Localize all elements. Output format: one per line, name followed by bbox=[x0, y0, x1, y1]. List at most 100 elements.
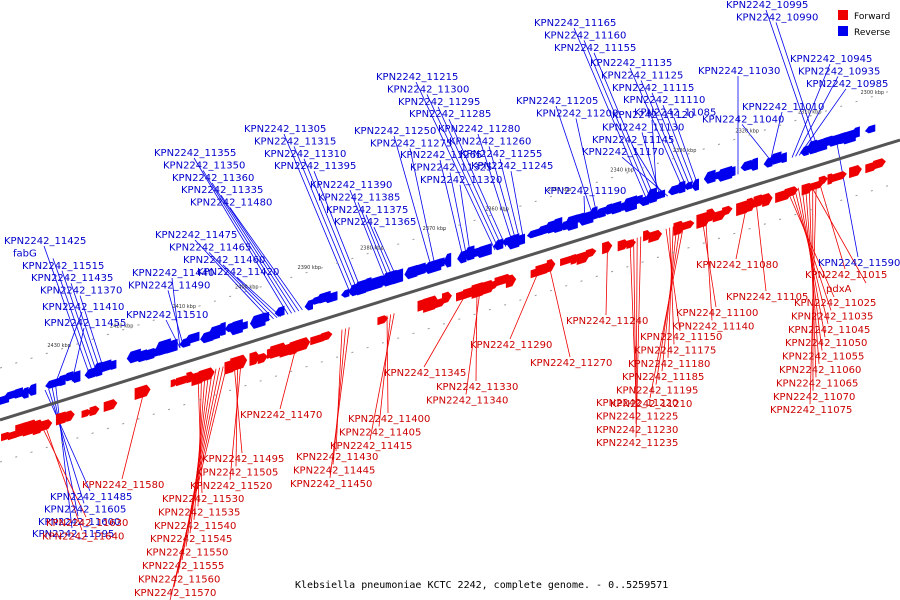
forward-connector bbox=[605, 246, 608, 316]
forward-connector bbox=[809, 182, 817, 405]
reverse-gene-glyph bbox=[84, 367, 96, 379]
reverse-gene-label: KPN2242_11455 bbox=[44, 318, 126, 329]
forward-gene-glyph bbox=[505, 274, 517, 289]
forward-connector bbox=[790, 189, 832, 311]
reverse-gene-label: KPN2242_11010 bbox=[742, 102, 824, 113]
forward-connector bbox=[233, 363, 243, 454]
reverse-gene-glyph bbox=[162, 338, 178, 354]
forward-gene-label: KPN2242_11150 bbox=[640, 332, 722, 343]
forward-gene-glyph bbox=[648, 229, 663, 243]
reverse-connector bbox=[651, 92, 692, 190]
forward-connector bbox=[335, 329, 343, 452]
forward-gene-label: KPN2242_11185 bbox=[622, 372, 704, 383]
reverse-gene-label: KPN2242_11480 bbox=[190, 198, 272, 209]
reverse-connector bbox=[165, 319, 181, 349]
reverse-gene-glyph bbox=[778, 152, 787, 164]
reverse-connector bbox=[499, 158, 521, 243]
forward-connector bbox=[235, 362, 238, 467]
reverse-connector bbox=[220, 194, 300, 312]
reverse-gene-glyph bbox=[70, 370, 81, 383]
forward-gene-label: KPN2242_11530 bbox=[162, 494, 244, 505]
forward-connector bbox=[818, 181, 846, 270]
forward-gene-glyph bbox=[230, 354, 248, 372]
reverse-connector bbox=[795, 76, 839, 157]
reverse-connector bbox=[51, 387, 79, 516]
reverse-gene-label: KPN2242_11280 bbox=[438, 124, 520, 135]
reverse-connector bbox=[70, 283, 102, 373]
forward-gene-glyph bbox=[784, 186, 799, 199]
axis-tick-label: 2360 kbp bbox=[485, 207, 509, 213]
reverse-connector bbox=[477, 133, 514, 245]
forward-gene-label: pdxA bbox=[826, 284, 852, 295]
reverse-connector bbox=[349, 189, 388, 284]
reverse-gene-glyph bbox=[348, 283, 357, 297]
legend-forward-swatch bbox=[838, 10, 848, 20]
axis-tick-label: 2350 kbp bbox=[548, 187, 572, 193]
forward-connector bbox=[809, 183, 867, 284]
forward-connector bbox=[705, 216, 713, 321]
reverse-gene-label: KPN2242_11510 bbox=[126, 310, 208, 321]
reverse-connector bbox=[448, 119, 507, 247]
forward-gene-glyph bbox=[832, 171, 847, 183]
reverse-gene-glyph bbox=[506, 233, 520, 250]
reverse-connector bbox=[171, 277, 181, 349]
forward-connector bbox=[332, 328, 346, 465]
reverse-gene-label: KPN2242_11190 bbox=[544, 186, 626, 197]
forward-gene-label: KPN2242_11015 bbox=[805, 270, 887, 281]
forward-connector bbox=[169, 365, 228, 600]
reverse-gene-glyph bbox=[603, 203, 613, 215]
reverse-gene-glyph bbox=[769, 151, 782, 165]
forward-connector bbox=[378, 314, 391, 427]
reverse-connector bbox=[449, 172, 468, 259]
gene-labels: KPN2242_10995KPN2242_10990KPN2242_11165K… bbox=[4, 0, 900, 599]
reverse-connector bbox=[236, 276, 282, 317]
axis-tick-label: 2330 kbp bbox=[673, 148, 697, 154]
reverse-connector bbox=[313, 171, 363, 292]
reverse-gene-glyph bbox=[184, 331, 200, 344]
forward-gene-label: KPN2242_11330 bbox=[436, 382, 518, 393]
forward-connector bbox=[329, 327, 350, 478]
reverse-connector bbox=[167, 290, 184, 347]
forward-gene-glyph bbox=[55, 411, 70, 426]
reverse-gene-glyph bbox=[652, 189, 666, 200]
forward-gene-label: KPN2242_11045 bbox=[788, 325, 870, 336]
reverse-gene-glyph bbox=[703, 169, 716, 184]
forward-gene-label: KPN2242_11340 bbox=[426, 395, 508, 406]
reverse-gene-label: KPN2242_11420 bbox=[197, 267, 279, 278]
reverse-gene-label: KPN2242_11315 bbox=[254, 136, 336, 147]
forward-gene-glyph bbox=[626, 239, 637, 250]
forward-gene-label: KPN2242_11175 bbox=[634, 345, 716, 356]
reverse-gene-label: KPN2242_11285 bbox=[409, 109, 491, 120]
reverse-gene-label: KPN2242_11600 bbox=[38, 517, 120, 528]
reverse-gene-label: KPN2242_11395 bbox=[274, 161, 356, 172]
reverse-gene-glyph bbox=[645, 187, 657, 204]
forward-gene-glyph bbox=[602, 241, 613, 255]
reverse-gene-glyph bbox=[594, 206, 606, 219]
reverse-gene-glyph bbox=[3, 389, 17, 400]
reverse-gene-glyph bbox=[716, 165, 733, 182]
reverse-gene-glyph bbox=[353, 279, 367, 296]
reverse-gene-label: KPN2242_11170 bbox=[582, 147, 664, 158]
reverse-gene-glyph bbox=[536, 224, 548, 236]
forward-gene-glyph bbox=[198, 367, 215, 383]
reverse-connector bbox=[673, 117, 699, 187]
reverse-gene-label: KPN2242_11425 bbox=[4, 236, 86, 247]
reverse-connector bbox=[393, 135, 433, 270]
forward-gene-glyph bbox=[103, 399, 118, 412]
forward-track-guide bbox=[0, 181, 900, 463]
forward-gene-glyph bbox=[81, 409, 92, 419]
reverse-connector bbox=[629, 67, 685, 192]
reverse-gene-label: KPN2242_11475 bbox=[155, 230, 237, 241]
reverse-gene-label: KPN2242_11440 bbox=[132, 268, 214, 279]
reverse-gene-label: KPN2242_11125 bbox=[601, 70, 683, 81]
reverse-gene-label: KPN2242_11515 bbox=[22, 261, 104, 272]
forward-gene-glyph bbox=[66, 410, 75, 422]
reverse-gene-glyph bbox=[515, 233, 526, 246]
forward-connector bbox=[787, 190, 835, 298]
forward-gene-label: KPN2242_11345 bbox=[384, 368, 466, 379]
reverse-gene-label: KPN2242_10985 bbox=[806, 79, 888, 90]
reverse-connector bbox=[459, 184, 472, 258]
reverse-connector bbox=[415, 81, 496, 251]
reverse-gene-label: KPN2242_11295 bbox=[398, 97, 480, 108]
